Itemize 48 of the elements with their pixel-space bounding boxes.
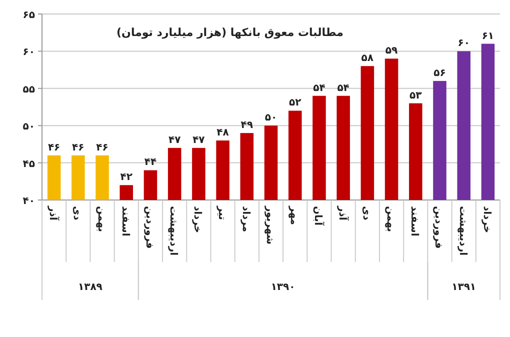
- x-tick-label: مهر: [288, 205, 300, 226]
- y-tick-label: ۴۵: [22, 158, 35, 170]
- y-tick-label: ۵۰: [22, 122, 35, 133]
- text: ۱۳۹۱: [452, 282, 476, 293]
- data-label: ۴۴: [144, 157, 157, 168]
- data-label: ۶۰: [458, 38, 470, 50]
- x-tick-label: دی: [71, 206, 82, 220]
- x-tick-label: آبان: [312, 206, 326, 226]
- x-tick-label: خرداد: [480, 206, 492, 234]
- x-tick-label: فروردین: [143, 206, 154, 249]
- data-label: ۴۲: [120, 172, 132, 184]
- x-tick-label: تیر: [216, 205, 227, 220]
- x-tick-label: بهمن: [95, 206, 106, 232]
- data-label: ۵۴: [337, 82, 350, 94]
- data-label: ۶۱: [482, 30, 494, 42]
- y-tick-label: ۵۵: [22, 84, 35, 96]
- text: مطالبات معوق بانکها (هزار میلیارد تومان): [116, 26, 344, 39]
- x-tick-label: خرداد: [192, 206, 203, 234]
- data-label: ۵۲: [288, 98, 302, 109]
- x-tick-label: شهریور: [264, 205, 275, 245]
- data-label: ۵۴: [313, 82, 326, 94]
- data-label: ۴۶: [72, 142, 84, 154]
- text: ۱۳۹۰: [270, 282, 296, 293]
- x-tick-label: مرداد: [240, 206, 251, 232]
- x-tick-label: اردیبهشت: [168, 206, 179, 256]
- data-label: ۴۹: [240, 120, 254, 132]
- x-tick-label: اردیبهشت: [456, 206, 468, 256]
- data-label: ۴۶: [96, 142, 108, 154]
- x-tick-label: دی: [360, 206, 372, 220]
- x-tick-label: اسفند: [408, 206, 420, 236]
- data-label: ۴۶: [48, 142, 60, 154]
- x-tick-label: بهمن: [384, 206, 396, 232]
- x-tick-label: اسفند: [119, 206, 130, 236]
- data-label: ۵۹: [385, 46, 398, 57]
- data-label: ۵۳: [410, 90, 422, 102]
- data-label: ۵۶: [434, 68, 446, 79]
- data-label: ۴۷: [168, 134, 181, 146]
- text: ۱۳۸۹: [78, 282, 102, 293]
- x-tick-label: آذر: [336, 205, 350, 221]
- data-label: ۵۸: [361, 53, 374, 64]
- y-tick-label: ۶۵: [22, 10, 35, 21]
- data-label: ۴۸: [216, 127, 229, 138]
- x-tick-label: آذر: [47, 205, 60, 221]
- y-tick-label: ۶۰: [22, 47, 35, 58]
- data-label: ۵۰: [264, 112, 278, 124]
- x-tick-label: فروردین: [432, 206, 444, 249]
- y-tick-label: ۴۰: [22, 196, 35, 207]
- data-label: ۴۷: [192, 134, 205, 146]
